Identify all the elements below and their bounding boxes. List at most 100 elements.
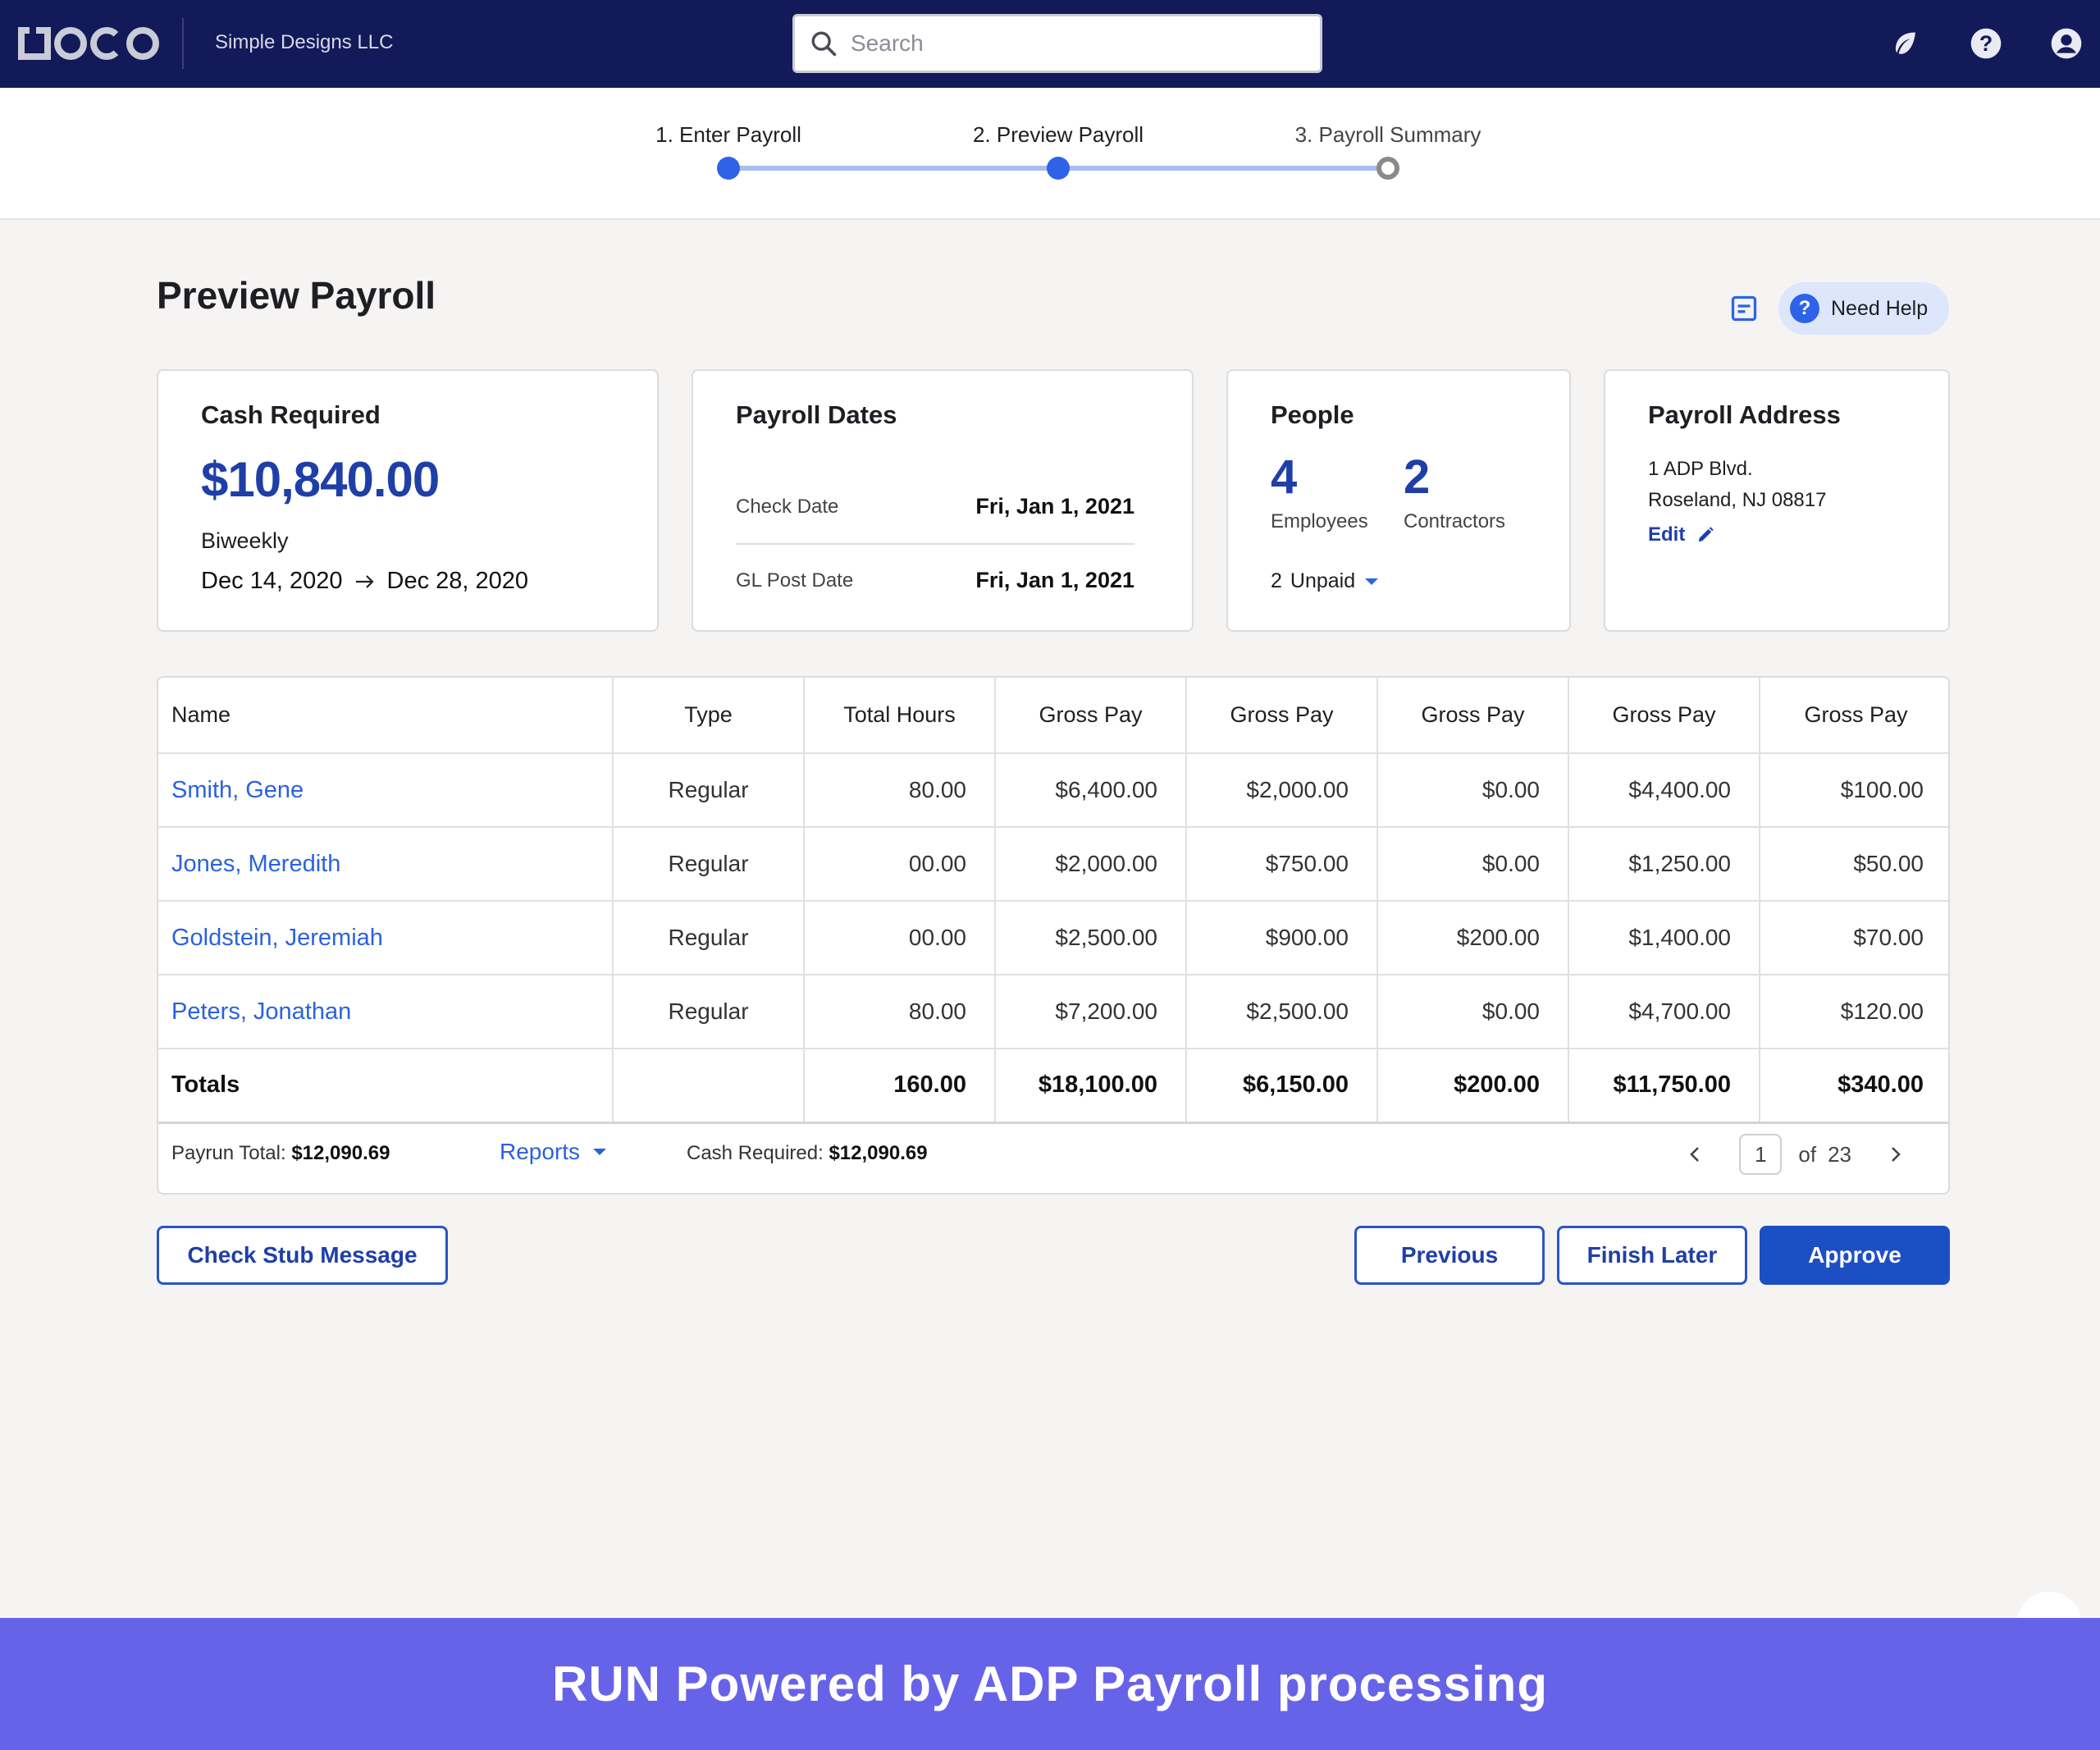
divider [736,543,1134,545]
caption-banner: RUN Powered by ADP Payroll processing [0,1618,2100,1750]
amount-cell: $0.00 [1377,827,1569,902]
help-icon[interactable]: ? [1967,25,2005,62]
cash-required-label: Cash Required: [687,1142,824,1164]
hours-cell: 80.00 [804,753,996,828]
company-logo[interactable] [18,21,159,66]
employee-name-link[interactable]: Goldstein, Jeremiah [158,901,614,976]
people-card: People 4 Employees 2 Contractors 2 Unpai… [1226,369,1571,632]
check-date-value: Fri, Jan 1, 2021 [975,494,1134,519]
amount-cell: $0.00 [1377,753,1569,828]
gl-post-date-value: Fri, Jan 1, 2021 [975,568,1134,592]
caret-down-icon [593,1149,607,1155]
pay-frequency: Biweekly [201,528,289,553]
cash-required-amount: $10,840.00 [201,452,440,507]
card-title: Payroll Address [1648,400,1841,429]
unpaid-dropdown[interactable]: 2 Unpaid [1271,569,1380,593]
table-footer: Payrun Total: $12,090.69 Reports Cash Re… [158,1117,1948,1193]
question-icon: ? [1790,294,1819,323]
amount-cell: $50.00 [1760,827,1948,902]
unpaid-count: 2 [1271,569,1282,592]
pay-type-cell: Regular [613,827,805,902]
address-line-1: 1 ADP Blvd. [1648,458,1753,480]
chevron-left-icon[interactable] [1678,1138,1711,1171]
payroll-stepper: 1. Enter Payroll 2. Preview Payroll 3. P… [0,88,2100,220]
table-row: Smith, Gene Regular 80.00 $6,400.00 $2,0… [158,753,1948,828]
step-dot-complete [717,157,740,180]
leaf-icon[interactable] [1887,25,1924,62]
address-line-2: Roseland, NJ 08817 [1648,489,1827,511]
column-header-gross-pay[interactable]: Gross Pay [1377,678,1569,754]
pay-type-cell: Regular [613,753,805,828]
column-header-gross-pay[interactable]: Gross Pay [995,678,1187,754]
employees-count: 4 [1271,450,1298,504]
page-total: 23 [1828,1141,1851,1167]
hours-cell: 00.00 [804,827,996,902]
reports-dropdown[interactable]: Reports [500,1139,608,1165]
total-amount: $340.00 [1760,1049,1948,1124]
logo-glyph-o [54,27,87,60]
employee-name-link[interactable]: Peters, Jonathan [158,975,614,1049]
amount-cell: $4,700.00 [1568,975,1760,1049]
approve-button[interactable]: Approve [1760,1226,1950,1285]
edit-label: Edit [1648,523,1686,546]
hours-cell: 80.00 [804,975,996,1049]
footer-cash-required: Cash Required: $12,090.69 [687,1142,928,1165]
card-title: People [1271,400,1354,429]
check-date-label: Check Date [736,495,839,518]
amount-cell: $0.00 [1377,975,1569,1049]
step-payroll-summary: 3. Payroll Summary [1294,122,1481,147]
payroll-table: Name Type Total Hours Gross Pay Gross Pa… [157,676,1950,1195]
table-row: Peters, Jonathan Regular 80.00 $7,200.00… [158,975,1948,1049]
step-preview-payroll[interactable]: 2. Preview Payroll [972,122,1144,147]
column-header-name[interactable]: Name [158,678,614,754]
hours-cell: 00.00 [804,901,996,976]
column-header-gross-pay[interactable]: Gross Pay [1760,678,1948,754]
column-header-gross-pay[interactable]: Gross Pay [1568,678,1760,754]
pagination: 1 of 23 [1678,1134,1912,1175]
notes-icon[interactable] [1729,294,1759,323]
amount-cell: $120.00 [1760,975,1948,1049]
column-header-type[interactable]: Type [613,678,805,754]
table-row: Goldstein, Jeremiah Regular 00.00 $2,500… [158,901,1948,976]
gl-post-date-label: GL Post Date [736,569,854,592]
payroll-dates-card: Payroll Dates Check Date Fri, Jan 1, 202… [692,369,1194,632]
cash-required-card: Cash Required $10,840.00 Biweekly Dec 14… [157,369,659,632]
amount-cell: $100.00 [1760,753,1948,828]
card-title: Cash Required [201,400,381,429]
arrow-right-icon [355,574,374,588]
user-account-icon[interactable] [2048,25,2085,62]
check-date-row: Check Date Fri, Jan 1, 2021 [736,494,1134,519]
totals-row: Totals 160.00 $18,100.00 $6,150.00 $200.… [158,1049,1948,1124]
search-box[interactable] [792,14,1322,73]
pay-period-end: Dec 28, 2020 [386,568,529,594]
step-enter-payroll[interactable]: 1. Enter Payroll [655,122,801,147]
totals-type-cell [613,1049,805,1124]
totals-label: Totals [158,1049,614,1124]
page-title: Preview Payroll [157,274,436,317]
caret-down-icon [1365,578,1379,585]
need-help-button[interactable]: ? Need Help [1778,282,1949,335]
amount-cell: $2,000.00 [1186,753,1378,828]
pay-type-cell: Regular [613,975,805,1049]
check-stub-message-button[interactable]: Check Stub Message [157,1226,448,1285]
total-amount: $200.00 [1377,1049,1569,1124]
search-input[interactable] [851,30,1294,57]
logo-glyph-l [18,27,51,60]
amount-cell: $4,400.00 [1568,753,1760,828]
header-divider [182,18,184,69]
top-navigation-bar: Simple Designs LLC ? [0,0,2100,88]
employee-name-link[interactable]: Jones, Meredith [158,827,614,902]
amount-cell: $6,400.00 [995,753,1187,828]
amount-cell: $750.00 [1186,827,1378,902]
employee-name-link[interactable]: Smith, Gene [158,753,614,828]
chevron-right-icon[interactable] [1879,1138,1912,1171]
previous-button[interactable]: Previous [1354,1226,1545,1285]
page-number-input[interactable]: 1 [1739,1134,1783,1175]
finish-later-button[interactable]: Finish Later [1557,1226,1747,1285]
caption-text: RUN Powered by ADP Payroll processing [551,1656,1548,1711]
pay-period-range: Dec 14, 2020 Dec 28, 2020 [201,568,528,595]
edit-address-link[interactable]: Edit [1648,523,1714,546]
column-header-total-hours[interactable]: Total Hours [804,678,996,754]
column-header-gross-pay[interactable]: Gross Pay [1186,678,1378,754]
amount-cell: $900.00 [1186,901,1378,976]
